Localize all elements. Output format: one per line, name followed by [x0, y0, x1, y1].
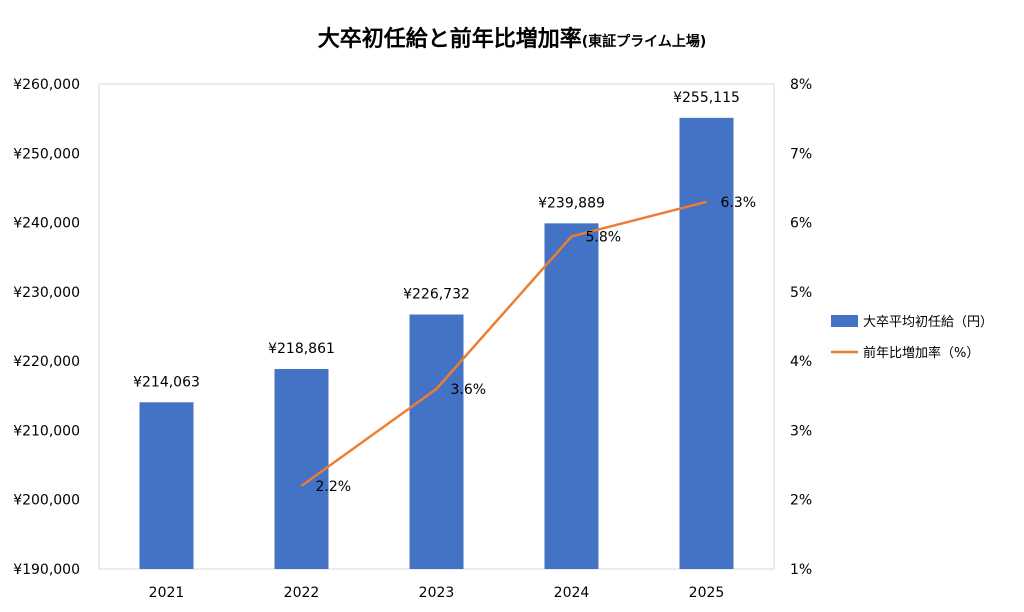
left-axis: ¥190,000 ¥200,000 ¥210,000 ¥220,000 ¥230,000…: [13, 77, 80, 578]
left-tick-label: ¥220,000: [13, 354, 80, 370]
left-tick-label: ¥250,000: [13, 146, 80, 162]
x-tick-label: 2023: [419, 585, 455, 601]
bar-data-label: ¥255,115: [673, 90, 740, 106]
bar: [544, 223, 599, 569]
bar-data-label: ¥239,889: [538, 195, 605, 211]
bar-data-label: ¥226,732: [403, 286, 470, 302]
right-tick-label: 1%: [790, 562, 812, 578]
right-tick-label: 5%: [790, 285, 812, 301]
x-tick-label: 2021: [149, 585, 185, 601]
growth-rate-line: [300, 200, 707, 487]
bar: [409, 314, 464, 569]
right-tick-label: 8%: [790, 77, 812, 93]
chart-title: 大卒初任給と前年比増加率(東証プライム上場): [318, 26, 707, 52]
left-tick-label: ¥230,000: [13, 285, 80, 301]
line-data-label: 5.8%: [586, 229, 622, 245]
chart-subtitle: (東証プライム上場): [582, 33, 707, 50]
bar-data-label: ¥214,063: [133, 374, 200, 390]
line-data-label: 2.2%: [316, 479, 352, 495]
legend: 大卒平均初任給（円） 前年比増加率（%）: [831, 315, 993, 361]
left-tick-label: ¥260,000: [13, 77, 80, 93]
x-axis: 2021 2022 2023 2024 2025: [149, 585, 725, 601]
right-tick-label: 4%: [790, 354, 812, 370]
chart-title-main: 大卒初任給と前年比増加率: [318, 26, 582, 52]
right-tick-label: 3%: [790, 423, 812, 439]
bar: [274, 369, 329, 569]
x-tick-label: 2024: [554, 585, 590, 601]
right-tick-label: 7%: [790, 146, 812, 162]
bar: [679, 117, 734, 569]
right-tick-label: 6%: [790, 216, 812, 232]
line-series: [300, 200, 707, 487]
left-tick-label: ¥200,000: [13, 493, 80, 509]
legend-line-label: 前年比増加率（%）: [863, 345, 979, 361]
left-tick-label: ¥240,000: [13, 216, 80, 232]
bar-data-labels: ¥214,063 ¥218,861 ¥226,732 ¥239,889 ¥255,115: [133, 90, 740, 390]
bar-data-label: ¥218,861: [268, 341, 335, 357]
line-data-labels: 2.2% 3.6% 5.8% 6.3%: [316, 195, 757, 495]
left-tick-label: ¥190,000: [13, 562, 80, 578]
right-tick-label: 2%: [790, 493, 812, 509]
bar-series: [139, 117, 734, 569]
bar: [139, 402, 194, 569]
x-tick-label: 2022: [284, 585, 320, 601]
legend-bar-label: 大卒平均初任給（円）: [863, 315, 993, 330]
legend-bar-swatch: [831, 315, 858, 327]
line-data-label: 3.6%: [451, 382, 487, 398]
line-data-label: 6.3%: [721, 195, 757, 211]
right-axis: 1% 2% 3% 4% 5% 6% 7% 8%: [790, 77, 812, 578]
left-tick-label: ¥210,000: [13, 423, 80, 439]
x-tick-label: 2025: [689, 585, 725, 601]
